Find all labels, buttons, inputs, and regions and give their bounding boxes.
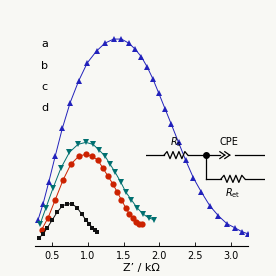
Text: CPE: CPE <box>220 137 239 147</box>
Text: b: b <box>41 61 48 71</box>
Text: d: d <box>41 103 48 113</box>
Text: $R_{\mathrm{et}}$: $R_{\mathrm{et}}$ <box>225 187 241 200</box>
Text: $R_{\mathrm{s}}$: $R_{\mathrm{s}}$ <box>170 135 182 148</box>
Text: a: a <box>41 39 48 49</box>
Text: c: c <box>41 82 47 92</box>
X-axis label: Z’ / kΩ: Z’ / kΩ <box>123 263 160 273</box>
